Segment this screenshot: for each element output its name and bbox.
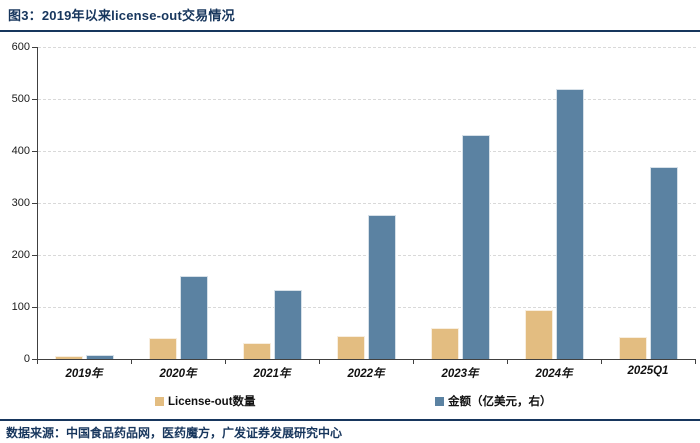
bar-group [225,47,319,359]
bar-amount [649,166,678,359]
y-axis-label: 200 [11,249,30,261]
y-axis-label: 0 [23,353,30,365]
bar-group [413,47,507,359]
bar-chart: 2019年 2020年 2021年 2022年 2023年 2024年 2025Q1 0 10… [0,40,700,390]
bar-count [618,337,647,359]
x-axis-labels: 2019年 2020年 2021年 2022年 2023年 2024年 2025Q1 [37,365,695,381]
gridline [38,203,696,204]
x-axis-tick [413,360,414,364]
x-axis-label: 2019年 [65,368,103,380]
bar-amount [555,89,584,359]
bar-count [242,343,271,359]
legend-label-count: License-out数量 [168,396,256,408]
bar-amount [85,354,114,359]
y-axis-tick [32,151,37,152]
x-axis-label: 2022年 [347,368,385,380]
bar-groups [37,47,695,359]
legend-label-amount: 金额（亿美元，右） [448,396,552,408]
bar-count [148,338,177,359]
y-axis-tick [32,99,37,100]
y-axis-tick [32,307,37,308]
title-divider [0,30,700,32]
x-axis-tick [225,360,226,364]
legend-swatch-count [155,396,164,406]
gridline [38,151,696,152]
bar-amount [273,289,302,359]
x-axis-tick [131,360,132,364]
gridline [38,47,696,48]
plot-area [37,47,696,360]
x-axis-label: 2025Q1 [627,365,669,377]
data-source: 数据来源：中国食品药品网，医药魔方，广发证券发展研究中心 [6,426,343,440]
gridline [38,307,696,308]
legend-item-amount: 金额（亿美元，右） [435,393,552,409]
figure-title: 图3：2019年以来license-out交易情况 [8,8,235,23]
legend-item-count: License-out数量 [155,393,256,409]
bar-count [336,335,365,359]
y-axis-label: 300 [11,197,30,209]
x-axis-label: 2021年 [253,368,291,380]
y-axis-tick [32,255,37,256]
x-axis-label: 2023年 [441,368,479,380]
bar-group [37,47,131,359]
chart-legend: License-out数量 金额（亿美元，右） [0,393,700,413]
x-axis-label: 2020年 [159,368,197,380]
bar-count [54,356,83,359]
gridline [38,255,696,256]
bar-amount [461,135,490,359]
bar-group [319,47,413,359]
x-axis-tick [507,360,508,364]
y-axis-label: 400 [11,145,30,157]
y-axis-tick [32,359,37,360]
y-axis-tick [32,47,37,48]
x-axis-label: 2024年 [535,368,573,380]
y-axis-label: 500 [11,93,30,105]
bar-amount [367,215,396,359]
bar-group [507,47,601,359]
bar-amount [179,275,208,359]
y-axis-tick [32,203,37,204]
y-axis-label: 600 [11,41,30,53]
bar-group [601,47,695,359]
gridline [38,99,696,100]
y-axis-label: 100 [11,301,30,313]
bar-count [524,309,553,359]
x-axis-tick [319,360,320,364]
footer-divider [0,419,700,421]
bar-group [131,47,225,359]
x-axis-tick [37,360,38,364]
legend-swatch-amount [435,396,444,406]
x-axis-tick [601,360,602,364]
x-axis-tick [695,360,696,364]
bar-count [430,328,459,359]
